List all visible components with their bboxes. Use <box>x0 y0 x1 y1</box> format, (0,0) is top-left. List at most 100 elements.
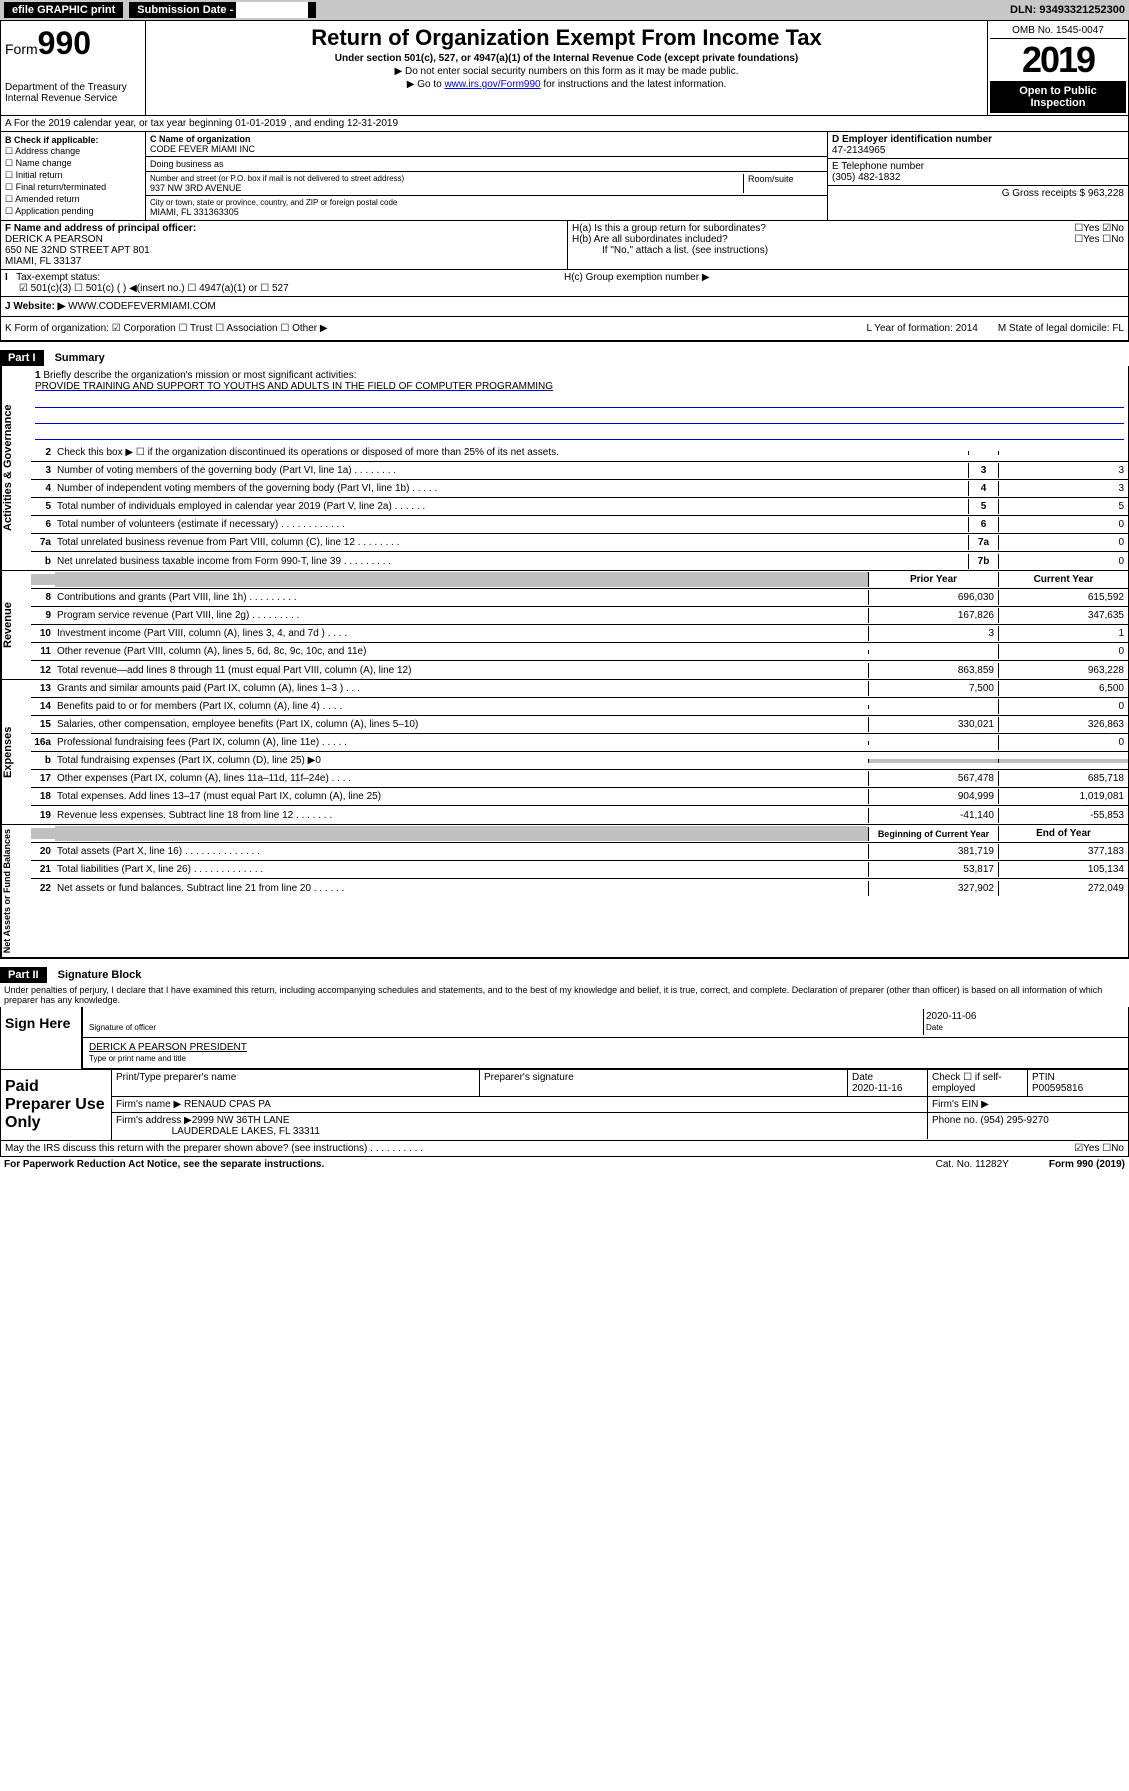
prep-date-hdr: Date2020-11-16 <box>848 1070 928 1096</box>
officer-info: F Name and address of principal officer:… <box>1 221 568 269</box>
org-name-row: C Name of organizationCODE FEVER MIAMI I… <box>146 132 827 157</box>
rev-section: Revenue Prior Year Current Year 8Contrib… <box>0 571 1129 680</box>
sidebar-net: Net Assets or Fund Balances <box>1 825 31 957</box>
topbar: efile GRAPHIC print Submission Date - 20… <box>0 0 1129 20</box>
open-inspection: Open to Public Inspection <box>990 81 1126 113</box>
data-line: 17Other expenses (Part IX, column (A), l… <box>31 770 1128 788</box>
end-year-hdr: End of Year <box>998 826 1128 841</box>
paid-label: Paid Preparer Use Only <box>1 1070 111 1140</box>
gov-line: 7aTotal unrelated business revenue from … <box>31 534 1128 552</box>
officer-name: DERICK A PEARSON <box>5 234 103 245</box>
firm-phone-row: Phone no. (954) 295-9270 <box>928 1113 1128 1139</box>
row-website: J Website: ▶ WWW.CODEFEVERMIAMI.COM <box>0 297 1129 317</box>
addr-label: Number and street (or P.O. box if mail i… <box>150 174 743 183</box>
sig-officer-field[interactable]: Signature of officer <box>87 1009 924 1035</box>
cat-no: Cat. No. 11282Y <box>936 1159 1009 1170</box>
data-line: 8Contributions and grants (Part VIII, li… <box>31 589 1128 607</box>
prep-self-hdr[interactable]: Check ☐ if self-employed <box>928 1070 1028 1096</box>
cb-amended[interactable]: ☐ Amended return <box>5 194 141 205</box>
gov-line: 4Number of independent voting members of… <box>31 480 1128 498</box>
gov-line: bNet unrelated business taxable income f… <box>31 552 1128 570</box>
prep-ptin-hdr: PTINP00595816 <box>1028 1070 1128 1096</box>
header-right: OMB No. 1545-0047 2019 Open to Public In… <box>988 21 1128 115</box>
data-line: 20Total assets (Part X, line 16) . . . .… <box>31 843 1128 861</box>
subdate-value: 2020-11-16 <box>236 2 308 18</box>
tax-opts[interactable]: ☑ 501(c)(3) ☐ 501(c) ( ) ◀(insert no.) ☐… <box>19 283 289 294</box>
website-url[interactable]: WWW.CODEFEVERMIAMI.COM <box>68 301 216 312</box>
sidebar-rev: Revenue <box>1 571 31 679</box>
subdate-btn: Submission Date - 2020-11-16 <box>129 2 316 18</box>
efile-btn[interactable]: efile GRAPHIC print <box>4 2 123 18</box>
subdate-label: Submission Date - <box>137 4 236 16</box>
website-label: J Website: ▶ <box>5 301 68 312</box>
row-tax: I Tax-exempt status: ☑ 501(c)(3) ☐ 501(c… <box>0 270 1129 297</box>
firm-addr1: 2999 NW 36TH LANE <box>192 1115 290 1126</box>
mission-label: Briefly describe the organization's miss… <box>43 370 356 381</box>
sig-name-field: DERICK A PEARSON PRESIDENTType or print … <box>87 1040 1124 1066</box>
current-year-hdr: Current Year <box>998 572 1128 587</box>
section-b: B Check if applicable: ☐ Address change … <box>0 132 1129 221</box>
city-row: City or town, state or province, country… <box>146 196 827 219</box>
sidebar-exp: Expenses <box>1 680 31 824</box>
cb-pending[interactable]: ☐ Application pending <box>5 206 141 217</box>
sidebar-gov: Activities & Governance <box>1 366 31 570</box>
l-year: L Year of formation: 2014 <box>866 323 977 334</box>
data-line: 21Total liabilities (Part X, line 26) . … <box>31 861 1128 879</box>
dept-treasury: Department of the Treasury Internal Reve… <box>5 82 141 104</box>
form-number: Form990 <box>5 25 141 62</box>
hb-note: If "No," attach a list. (see instruction… <box>572 245 1124 256</box>
gov-line: 3Number of voting members of the governi… <box>31 462 1128 480</box>
net-section: Net Assets or Fund Balances Beginning of… <box>0 825 1129 958</box>
row-k: K Form of organization: ☑ Corporation ☐ … <box>0 317 1129 341</box>
hb-label: H(b) Are all subordinates included? <box>572 234 728 245</box>
form-title: Return of Organization Exempt From Incom… <box>150 25 983 51</box>
sig-declaration: Under penalties of perjury, I declare th… <box>0 983 1129 1007</box>
ha-answer[interactable]: ☐Yes ☑No <box>1074 223 1124 234</box>
room-label: Room/suite <box>743 174 823 193</box>
calendar-year: A For the 2019 calendar year, or tax yea… <box>0 116 1129 132</box>
addr-row: Number and street (or P.O. box if mail i… <box>146 172 827 196</box>
cb-address[interactable]: ☐ Address change <box>5 146 141 157</box>
cb-name[interactable]: ☐ Name change <box>5 158 141 169</box>
k-form-org[interactable]: K Form of organization: ☑ Corporation ☐ … <box>5 323 328 334</box>
data-line: 18Total expenses. Add lines 13–17 (must … <box>31 788 1128 806</box>
prep-name-hdr: Print/Type preparer's name <box>112 1070 480 1096</box>
firm-addr2: LAUDERDALE LAKES, FL 33311 <box>172 1126 320 1137</box>
form-subtitle: Under section 501(c), 527, or 4947(a)(1)… <box>150 53 983 64</box>
part2-header: Part II <box>0 967 47 983</box>
data-line: 13Grants and similar amounts paid (Part … <box>31 680 1128 698</box>
data-line: bTotal fundraising expenses (Part IX, co… <box>31 752 1128 770</box>
gov-line: 5Total number of individuals employed in… <box>31 498 1128 516</box>
data-line: 10Investment income (Part VIII, column (… <box>31 625 1128 643</box>
ein-row: D Employer identification number47-21349… <box>828 132 1128 159</box>
prep-date-label: Date <box>852 1072 873 1083</box>
firm-label: Firm's name ▶ <box>116 1099 184 1110</box>
cb-final[interactable]: ☐ Final return/terminated <box>5 182 141 193</box>
note-ssn: ▶ Do not enter social security numbers o… <box>150 66 983 77</box>
note2-post: for instructions and the latest informat… <box>541 79 727 90</box>
discuss-answer[interactable]: ☑Yes ☐No <box>1074 1143 1124 1154</box>
row-f: F Name and address of principal officer:… <box>0 221 1129 270</box>
irs-link[interactable]: www.irs.gov/Form990 <box>444 79 540 90</box>
omb-number: OMB No. 1545-0047 <box>990 23 1126 39</box>
city-label: City or town, state or province, country… <box>150 198 823 207</box>
dba-row: Doing business as <box>146 157 827 172</box>
sig-date: 2020-11-06 <box>926 1011 976 1022</box>
bottom-row: For Paperwork Reduction Act Notice, see … <box>0 1157 1129 1172</box>
col-b-header: B Check if applicable: <box>5 135 141 145</box>
cb-initial[interactable]: ☐ Initial return <box>5 170 141 181</box>
part1-title: Summary <box>47 350 113 366</box>
ha-label: H(a) Is this a group return for subordin… <box>572 223 766 234</box>
ein-value: 47-2134965 <box>832 145 1124 156</box>
tax-label: Tax-exempt status: <box>16 272 100 283</box>
m-state: M State of legal domicile: FL <box>998 323 1124 334</box>
prep-sig-hdr: Preparer's signature <box>480 1070 848 1096</box>
tax-status: I Tax-exempt status: ☑ 501(c)(3) ☐ 501(c… <box>5 272 564 294</box>
pra-notice: For Paperwork Reduction Act Notice, see … <box>4 1159 936 1170</box>
tax-year: 2019 <box>990 39 1126 81</box>
sig-name: DERICK A PEARSON PRESIDENT <box>89 1042 247 1053</box>
org-name: CODE FEVER MIAMI INC <box>150 144 255 154</box>
data-line: 19Revenue less expenses. Subtract line 1… <box>31 806 1128 824</box>
hb-answer[interactable]: ☐Yes ☐No <box>1074 234 1124 245</box>
data-line: 15Salaries, other compensation, employee… <box>31 716 1128 734</box>
